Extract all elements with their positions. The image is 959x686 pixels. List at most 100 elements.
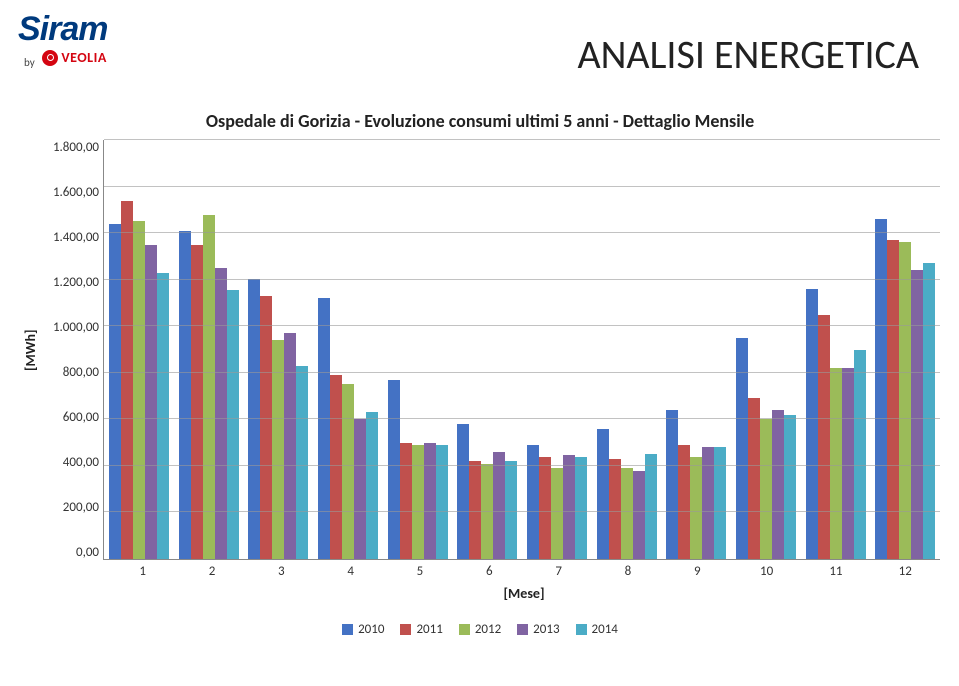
y-tick-label: 400,00 xyxy=(63,455,99,470)
bar xyxy=(505,461,517,559)
gridline xyxy=(104,139,940,140)
y-tick-label: 600,00 xyxy=(63,410,99,425)
legend-label: 2013 xyxy=(533,622,559,637)
x-tick-label: 10 xyxy=(732,560,801,579)
bar xyxy=(818,315,830,559)
bar xyxy=(784,415,796,559)
bar xyxy=(551,468,563,559)
bar xyxy=(388,380,400,559)
logo: Siram by VEOLIA xyxy=(18,10,108,71)
y-tick-label: 0,00 xyxy=(76,545,99,560)
month-group xyxy=(174,140,244,559)
bar xyxy=(272,340,284,559)
y-tick-label: 1.200,00 xyxy=(53,275,99,290)
month-group xyxy=(731,140,801,559)
bar xyxy=(597,429,609,559)
bar xyxy=(284,333,296,559)
bar xyxy=(133,221,145,559)
bar xyxy=(493,452,505,559)
plot-wrap: [MWh] 1.800,001.600,001.400,001.200,001.… xyxy=(20,140,940,560)
x-tick-label: 11 xyxy=(801,560,870,579)
x-tick-label: 5 xyxy=(385,560,454,579)
month-group xyxy=(870,140,940,559)
legend-swatch xyxy=(517,624,528,635)
legend-swatch xyxy=(459,624,470,635)
bar xyxy=(436,445,448,559)
month-group xyxy=(801,140,871,559)
bar xyxy=(203,215,215,560)
chart-container: Ospedale di Gorizia - Evoluzione consumi… xyxy=(20,110,940,650)
x-tick-label: 2 xyxy=(177,560,246,579)
bar xyxy=(157,273,169,559)
bar xyxy=(296,366,308,559)
bar xyxy=(690,457,702,559)
bar xyxy=(806,289,818,559)
legend-item: 2010 xyxy=(342,622,384,637)
month-group xyxy=(661,140,731,559)
y-tick-label: 1.600,00 xyxy=(53,185,99,200)
legend-item: 2011 xyxy=(400,622,442,637)
y-axis-ticks: 1.800,001.600,001.400,001.200,001.000,00… xyxy=(41,140,103,560)
bar xyxy=(527,445,539,559)
y-tick-label: 200,00 xyxy=(63,500,99,515)
legend-item: 2013 xyxy=(517,622,559,637)
gridline xyxy=(104,372,940,373)
legend-label: 2010 xyxy=(358,622,384,637)
gridline xyxy=(104,418,940,419)
bar xyxy=(760,419,772,559)
bar xyxy=(227,290,239,559)
bar xyxy=(457,424,469,559)
bars-layer xyxy=(104,140,940,559)
x-tick-label: 4 xyxy=(316,560,385,579)
month-group xyxy=(104,140,174,559)
x-tick-label: 8 xyxy=(593,560,662,579)
month-group xyxy=(522,140,592,559)
logo-subbrand-text: VEOLIA xyxy=(61,49,106,66)
bar xyxy=(854,350,866,560)
month-group xyxy=(243,140,313,559)
bar xyxy=(260,296,272,559)
x-axis-ticks: 123456789101112 xyxy=(108,560,940,579)
bar xyxy=(563,455,575,559)
x-tick-label: 12 xyxy=(871,560,940,579)
gridline xyxy=(104,232,940,233)
legend: 2010 2011 2012 2013 2014 xyxy=(20,622,940,637)
legend-item: 2012 xyxy=(459,622,501,637)
x-tick-label: 3 xyxy=(247,560,316,579)
bar xyxy=(424,443,436,559)
bar xyxy=(748,398,760,559)
logo-brand-text: Siram xyxy=(18,10,108,49)
bar xyxy=(539,457,551,559)
month-group xyxy=(592,140,662,559)
bar xyxy=(109,224,121,559)
gridline xyxy=(104,511,940,512)
legend-swatch xyxy=(576,624,587,635)
plot-area xyxy=(103,140,940,560)
bar xyxy=(830,368,842,559)
y-axis-label: [MWh] xyxy=(20,140,41,560)
bar xyxy=(842,368,854,559)
bar xyxy=(609,459,621,559)
logo-veolia-wrap: VEOLIA xyxy=(42,49,106,66)
bar xyxy=(318,298,330,559)
month-group xyxy=(383,140,453,559)
gridline xyxy=(104,186,940,187)
bar xyxy=(678,445,690,559)
month-group xyxy=(313,140,383,559)
page-title: ANALISI ENERGETICA xyxy=(577,30,919,79)
y-tick-label: 1.800,00 xyxy=(53,140,99,155)
veolia-icon xyxy=(42,50,58,66)
bar xyxy=(645,454,657,559)
legend-label: 2011 xyxy=(416,622,442,637)
bar xyxy=(666,410,678,559)
x-tick-label: 9 xyxy=(663,560,732,579)
legend-item: 2014 xyxy=(576,622,618,637)
gridline xyxy=(104,325,940,326)
bar xyxy=(342,384,354,559)
bar xyxy=(400,443,412,559)
y-tick-label: 1.000,00 xyxy=(53,320,99,335)
chart-title: Ospedale di Gorizia - Evoluzione consumi… xyxy=(20,110,940,132)
y-tick-label: 800,00 xyxy=(63,365,99,380)
logo-by-text: by xyxy=(24,56,35,69)
logo-subline: by VEOLIA xyxy=(18,49,108,71)
